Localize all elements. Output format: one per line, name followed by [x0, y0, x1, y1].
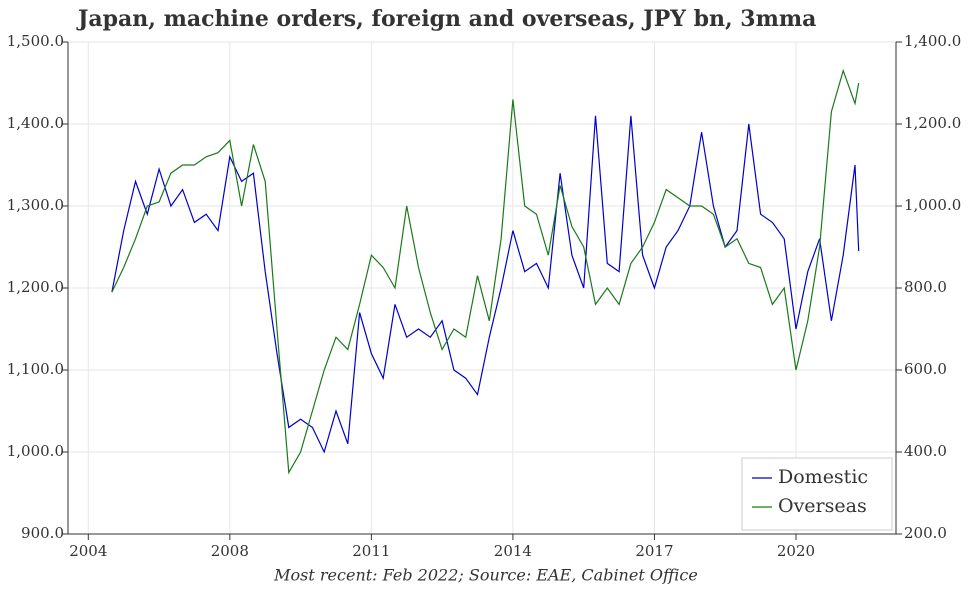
- x-tick-label: 2017: [635, 542, 673, 560]
- y2-tick-label: 1,200.0: [904, 114, 961, 132]
- y-tick-label: 1,500.0: [7, 32, 64, 50]
- series-line: [111, 68, 860, 475]
- x-tick-label: 2008: [211, 542, 249, 560]
- series-line: [111, 115, 860, 454]
- y2-tick-label: 1,000.0: [904, 196, 961, 214]
- x-tick-label: 2020: [777, 542, 815, 560]
- legend-label: Domestic: [778, 466, 868, 488]
- caption: Most recent: Feb 2022; Source: EAE, Cabi…: [273, 566, 698, 585]
- chart-title: Japan, machine orders, foreign and overs…: [76, 6, 816, 32]
- y2-tick-label: 1,400.0: [904, 32, 961, 50]
- y-tick-label: 1,100.0: [7, 360, 64, 378]
- x-tick-label: 2004: [69, 542, 107, 560]
- y2-tick-label: 800.0: [904, 278, 947, 296]
- y-tick-label: 900.0: [21, 524, 64, 542]
- y-tick-label: 1,400.0: [7, 114, 64, 132]
- y2-tick-label: 200.0: [904, 524, 947, 542]
- y-tick-label: 1,300.0: [7, 196, 64, 214]
- legend-box: [741, 457, 893, 531]
- y-tick-label: 1,200.0: [7, 278, 64, 296]
- y2-tick-label: 600.0: [904, 360, 947, 378]
- legend-label: Overseas: [778, 495, 867, 517]
- x-tick-label: 2011: [352, 542, 390, 560]
- y2-tick-label: 400.0: [904, 442, 947, 460]
- y-tick-label: 1,000.0: [7, 442, 64, 460]
- x-tick-label: 2014: [494, 542, 532, 560]
